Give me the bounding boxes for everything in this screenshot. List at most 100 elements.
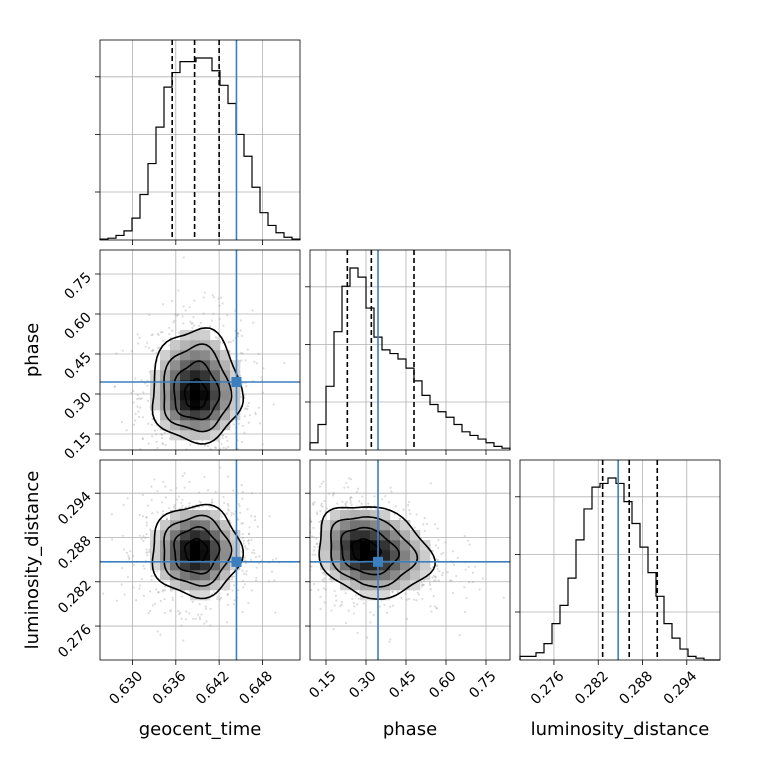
scatter-point (168, 326, 171, 329)
scatter-point (130, 350, 133, 353)
density-cell (170, 410, 181, 421)
scatter-point (407, 504, 410, 507)
scatter-point (244, 545, 247, 548)
scatter-point (247, 532, 251, 535)
density-cell (320, 520, 331, 531)
scatter-point (241, 497, 244, 500)
density-cell (210, 370, 221, 381)
scatter-point (402, 508, 405, 511)
luminosity_distance-histogram (519, 477, 720, 661)
scatter-point (197, 491, 201, 494)
scatter-point (166, 455, 168, 457)
density-cell (330, 570, 341, 581)
contour-level (330, 516, 419, 588)
scatter-point (226, 593, 229, 596)
scatter-point (471, 571, 474, 574)
scatter-point (157, 333, 160, 337)
density-cell (190, 510, 201, 521)
scatter-point (310, 565, 313, 568)
density-cell (190, 540, 201, 551)
density-cell (180, 340, 191, 351)
luminosity_distance-hist-grid (520, 460, 720, 660)
scatter-point (209, 607, 212, 610)
scatter-point (142, 539, 145, 543)
density-cell (400, 550, 411, 561)
density-cell (230, 410, 241, 421)
scatter-point (153, 429, 157, 432)
scatter-point (144, 345, 147, 348)
density-cell (400, 530, 411, 541)
scatter-point (306, 499, 308, 501)
scatter-point (311, 535, 314, 538)
density-cell (190, 420, 201, 431)
scatter-point (241, 382, 244, 385)
density-cell (200, 400, 211, 411)
scatter-point (147, 346, 150, 350)
scatter-point (171, 598, 174, 602)
scatter-point (425, 522, 429, 526)
density-cell (180, 570, 191, 581)
scatter-point (333, 589, 336, 593)
scatter-point (203, 444, 207, 447)
density-cell (230, 360, 241, 371)
density-cell (160, 380, 171, 391)
scatter-point (123, 593, 126, 596)
scatter-point (113, 385, 116, 388)
density-cell (350, 530, 361, 541)
scatter-point (246, 408, 249, 411)
scatter-point (192, 315, 195, 319)
density-cell (420, 570, 431, 581)
scatter-point (279, 508, 281, 510)
scatter-point (252, 321, 255, 324)
density-cell (420, 560, 431, 571)
density-cell (190, 380, 201, 391)
scatter-point (147, 612, 150, 615)
scatter-point (361, 495, 364, 498)
scatter-point (185, 448, 188, 450)
scatter-point (199, 321, 202, 325)
geocent_time-vs-phase-truth-marker (231, 377, 242, 387)
density-cell (370, 510, 381, 521)
density-cell (360, 530, 371, 541)
scatter-point (210, 501, 213, 505)
density-cell (150, 560, 161, 571)
scatter-point (150, 485, 153, 488)
density-cell (400, 580, 411, 591)
scatter-point (225, 447, 228, 450)
scatter-point (121, 566, 124, 570)
density-cell (200, 370, 211, 381)
density-cell (400, 570, 411, 581)
scatter-point (162, 339, 165, 343)
scatter-point (222, 434, 225, 437)
scatter-point (312, 536, 315, 539)
scatter-point (160, 501, 164, 504)
density-cell (330, 540, 341, 551)
geocent_time-tick-label: 0.648 (236, 668, 276, 708)
scatter-point (232, 423, 235, 426)
density-cell (200, 420, 211, 431)
scatter-point (125, 551, 128, 554)
scatter-point (242, 586, 245, 589)
scatter-point (156, 446, 159, 450)
scatter-point (203, 475, 206, 479)
scatter-point (420, 580, 423, 584)
density-cell (220, 540, 231, 551)
scatter-point (303, 479, 305, 481)
scatter-point (314, 553, 317, 557)
density-cell (200, 380, 211, 391)
scatter-point (134, 412, 137, 415)
scatter-point (428, 581, 431, 584)
scatter-point (164, 496, 167, 499)
scatter-point (320, 502, 323, 505)
scatter-point (225, 435, 228, 439)
scatter-point (451, 591, 455, 595)
scatter-point (413, 526, 416, 529)
scatter-point (221, 302, 224, 305)
density-cell (200, 590, 211, 601)
phase-tick-label: 0.60 (426, 668, 459, 701)
scatter-point (218, 304, 221, 307)
scatter-point (227, 509, 230, 512)
scatter-point (423, 516, 426, 520)
scatter-point (357, 597, 360, 600)
luminosity_distance-xlabel: luminosity_distance (531, 719, 710, 740)
